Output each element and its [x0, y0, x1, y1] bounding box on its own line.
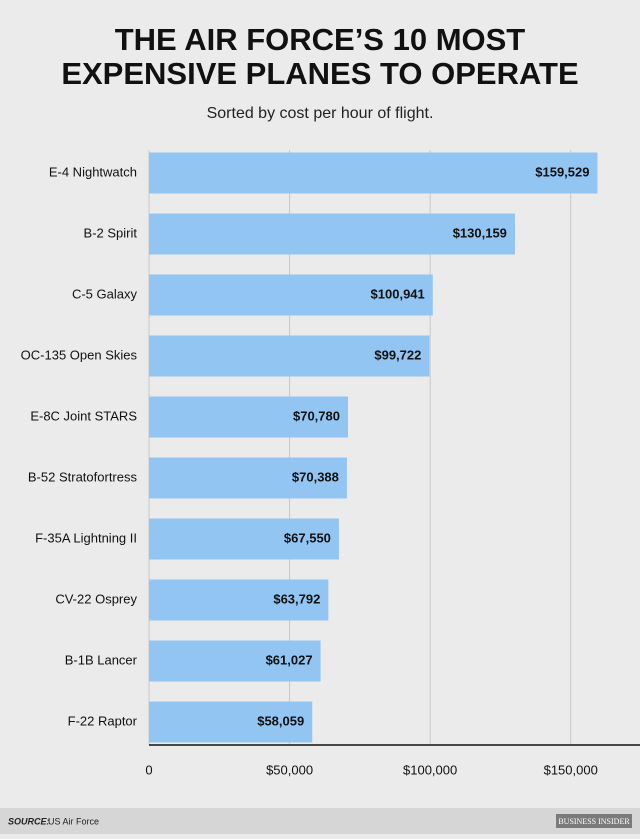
y-tick-label: E-4 Nightwatch [49, 164, 137, 179]
chart-title: EXPENSIVE PLANES TO OPERATE [61, 56, 578, 91]
value-label: $159,529 [535, 164, 589, 179]
y-tick-label: B-52 Stratofortress [28, 469, 138, 484]
bar [149, 335, 430, 377]
x-tick-label: 0 [145, 762, 152, 777]
bar [149, 457, 347, 499]
bar [149, 640, 321, 682]
bars: E-4 Nightwatch $159,529 B-2 Spirit $130,159… [21, 152, 640, 746]
source-label: SOURCE: [8, 816, 50, 826]
bar [149, 396, 348, 438]
bar [149, 701, 313, 743]
value-label: $130,159 [453, 225, 507, 240]
bar [149, 274, 433, 316]
bar [149, 213, 515, 255]
value-label: $61,027 [266, 652, 313, 667]
chart-title: THE AIR FORCE’S 10 MOST [115, 22, 526, 57]
x-tick-label: $50,000 [266, 762, 313, 777]
brand: BUSINESS INSIDER [558, 817, 630, 826]
y-tick-label: B-2 Spirit [84, 225, 138, 240]
value-label: $67,550 [284, 530, 331, 545]
value-label: $99,722 [374, 347, 421, 362]
bar [149, 152, 598, 194]
y-tick-label: CV-22 Osprey [55, 591, 137, 606]
value-label: $100,941 [371, 286, 425, 301]
chart-subtitle: Sorted by cost per hour of flight. [207, 105, 434, 122]
value-label: $63,792 [273, 591, 320, 606]
bar [149, 518, 339, 560]
y-tick-label: C-5 Galaxy [72, 286, 138, 301]
x-tick-label: $150,000 [544, 762, 598, 777]
value-label: $70,388 [292, 469, 339, 484]
value-label: $58,059 [257, 713, 304, 728]
brand-badge [556, 814, 632, 828]
value-label: $70,780 [293, 408, 340, 423]
footer [0, 808, 640, 834]
y-tick-label: OC-135 Open Skies [21, 347, 138, 362]
y-tick-label: B-1B Lancer [65, 652, 138, 667]
x-tick-label: $100,000 [403, 762, 457, 777]
bar [149, 579, 329, 621]
y-tick-label: F-22 Raptor [68, 713, 138, 728]
y-tick-label: F-35A Lightning II [35, 530, 137, 545]
y-tick-label: E-8C Joint STARS [30, 408, 137, 423]
source: US Air Force [48, 816, 99, 826]
